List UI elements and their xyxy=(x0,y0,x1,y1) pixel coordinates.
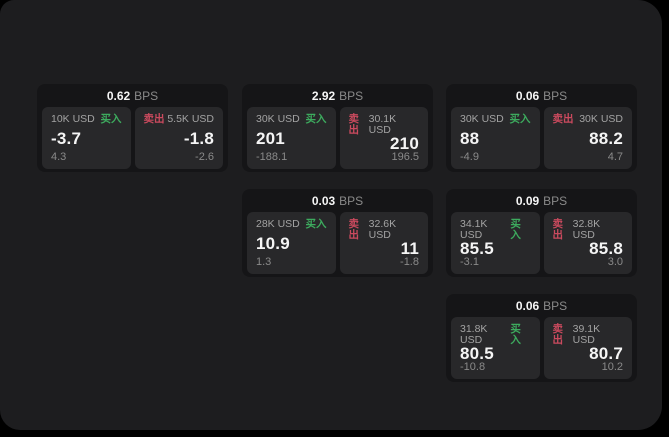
sell-tile[interactable]: 卖出 30.1K USD 210 196.5 xyxy=(339,107,428,169)
bps-value: 2.92 xyxy=(311,88,336,103)
bps-value: 0.06 xyxy=(515,88,540,103)
bps-unit: BPS xyxy=(134,88,159,103)
sell-delta: -1.8 xyxy=(400,256,419,268)
quote-tiles: 31.8K USD 买入 80.5 -10.8 卖出 39.1K USD 80.… xyxy=(446,317,637,379)
sell-amount: 32.8K USD xyxy=(572,218,601,241)
sell-side-label: 卖出 xyxy=(143,113,165,125)
sell-side-label: 卖出 xyxy=(348,113,360,136)
buy-amount: 31.8K USD xyxy=(460,323,488,346)
bps-value: 0.03 xyxy=(311,193,336,208)
sell-price: 210 xyxy=(390,134,419,153)
bps-unit: BPS xyxy=(339,193,364,208)
bps-value: 0.09 xyxy=(515,193,540,208)
buy-amount: 30K USD xyxy=(460,113,504,125)
bps-unit: BPS xyxy=(543,88,568,103)
sell-delta: -2.6 xyxy=(195,151,214,163)
bps-unit: BPS xyxy=(339,88,364,103)
buy-delta: -10.8 xyxy=(460,361,486,373)
sell-delta: 196.5 xyxy=(391,151,419,163)
buy-amount: 30K USD xyxy=(256,113,300,125)
bps-header: 0.06 BPS xyxy=(446,84,637,107)
quote-tiles: 34.1K USD 买入 85.5 -3.1 卖出 32.8K USD 85.8… xyxy=(446,212,637,274)
buy-delta: -188.1 xyxy=(256,151,288,163)
bps-unit: BPS xyxy=(543,193,568,208)
sell-tile[interactable]: 卖出 32.8K USD 85.8 3.0 xyxy=(543,212,632,274)
quotes-panel: 0.62 BPS 10K USD 买入 -3.7 4.3 卖出 5.5K USD… xyxy=(0,0,662,430)
bps-header: 0.03 BPS xyxy=(242,189,433,212)
sell-price: -1.8 xyxy=(183,128,214,148)
sell-price: 88.2 xyxy=(589,128,623,148)
sell-amount: 30.1K USD xyxy=(368,113,397,136)
quote-card: 0.06 BPS 31.8K USD 买入 80.5 -10.8 卖出 39.1… xyxy=(446,294,637,382)
quote-tiles: 30K USD 买入 201 -188.1 卖出 30.1K USD 210 1… xyxy=(242,107,433,169)
buy-tile[interactable]: 10K USD 买入 -3.7 4.3 xyxy=(42,107,131,169)
sell-amount: 30K USD xyxy=(579,113,623,125)
bps-unit: BPS xyxy=(543,298,568,313)
buy-side-label: 买入 xyxy=(305,218,327,230)
quote-card: 0.09 BPS 34.1K USD 买入 85.5 -3.1 卖出 32.8K… xyxy=(446,189,637,277)
sell-tile[interactable]: 卖出 30K USD 88.2 4.7 xyxy=(543,107,632,169)
buy-side-label: 买入 xyxy=(305,113,327,125)
buy-side-label: 买入 xyxy=(510,218,521,241)
buy-price: -3.7 xyxy=(51,128,82,148)
buy-tile[interactable]: 30K USD 买入 88 -4.9 xyxy=(451,107,540,169)
quote-card: 2.92 BPS 30K USD 买入 201 -188.1 卖出 30.1K … xyxy=(242,84,433,172)
buy-amount: 34.1K USD xyxy=(460,218,488,241)
quote-tiles: 10K USD 买入 -3.7 4.3 卖出 5.5K USD -1.8 -2.… xyxy=(37,107,228,169)
bps-value: 0.06 xyxy=(515,298,540,313)
sell-price: 11 xyxy=(400,239,419,258)
quote-tiles: 30K USD 买入 88 -4.9 卖出 30K USD 88.2 4.7 xyxy=(446,107,637,169)
quote-card: 0.03 BPS 28K USD 买入 10.9 1.3 卖出 32.6K US… xyxy=(242,189,433,277)
buy-tile[interactable]: 28K USD 买入 10.9 1.3 xyxy=(247,212,336,274)
sell-tile[interactable]: 卖出 32.6K USD 11 -1.8 xyxy=(339,212,428,274)
bps-header: 0.09 BPS xyxy=(446,189,637,212)
buy-delta: 1.3 xyxy=(256,256,272,268)
quote-tiles: 28K USD 买入 10.9 1.3 卖出 32.6K USD 11 -1.8 xyxy=(242,212,433,274)
buy-price: 10.9 xyxy=(256,233,290,253)
sell-amount: 39.1K USD xyxy=(572,323,601,346)
quote-card: 0.62 BPS 10K USD 买入 -3.7 4.3 卖出 5.5K USD… xyxy=(37,84,228,172)
sell-side-label: 卖出 xyxy=(552,218,564,241)
sell-delta: 3.0 xyxy=(607,256,623,268)
buy-tile[interactable]: 30K USD 买入 201 -188.1 xyxy=(247,107,336,169)
sell-tile[interactable]: 卖出 39.1K USD 80.7 10.2 xyxy=(543,317,632,379)
buy-amount: 28K USD xyxy=(256,218,300,230)
sell-price: 80.7 xyxy=(589,344,623,363)
sell-amount: 32.6K USD xyxy=(368,218,397,241)
buy-price: 80.5 xyxy=(460,344,494,363)
sell-side-label: 卖出 xyxy=(552,323,564,346)
sell-delta: 4.7 xyxy=(607,151,623,163)
buy-delta: 4.3 xyxy=(51,151,67,163)
buy-delta: -4.9 xyxy=(460,151,479,163)
bps-header: 0.06 BPS xyxy=(446,294,637,317)
buy-side-label: 买入 xyxy=(509,113,531,125)
buy-price: 88 xyxy=(460,128,480,148)
buy-amount: 10K USD xyxy=(51,113,95,125)
sell-delta: 10.2 xyxy=(601,361,623,373)
buy-side-label: 买入 xyxy=(100,113,122,125)
sell-side-label: 卖出 xyxy=(348,218,360,241)
buy-tile[interactable]: 31.8K USD 买入 80.5 -10.8 xyxy=(451,317,540,379)
buy-delta: -3.1 xyxy=(460,256,479,268)
sell-tile[interactable]: 卖出 5.5K USD -1.8 -2.6 xyxy=(134,107,223,169)
bps-value: 0.62 xyxy=(106,88,131,103)
bps-header: 0.62 BPS xyxy=(37,84,228,107)
sell-amount: 5.5K USD xyxy=(167,113,214,125)
sell-side-label: 卖出 xyxy=(552,113,574,125)
sell-price: 85.8 xyxy=(589,239,623,258)
bps-header: 2.92 BPS xyxy=(242,84,433,107)
buy-price: 85.5 xyxy=(460,239,494,258)
buy-tile[interactable]: 34.1K USD 买入 85.5 -3.1 xyxy=(451,212,540,274)
buy-side-label: 买入 xyxy=(510,323,521,346)
buy-price: 201 xyxy=(256,128,285,148)
quote-card: 0.06 BPS 30K USD 买入 88 -4.9 卖出 30K USD 8… xyxy=(446,84,637,172)
